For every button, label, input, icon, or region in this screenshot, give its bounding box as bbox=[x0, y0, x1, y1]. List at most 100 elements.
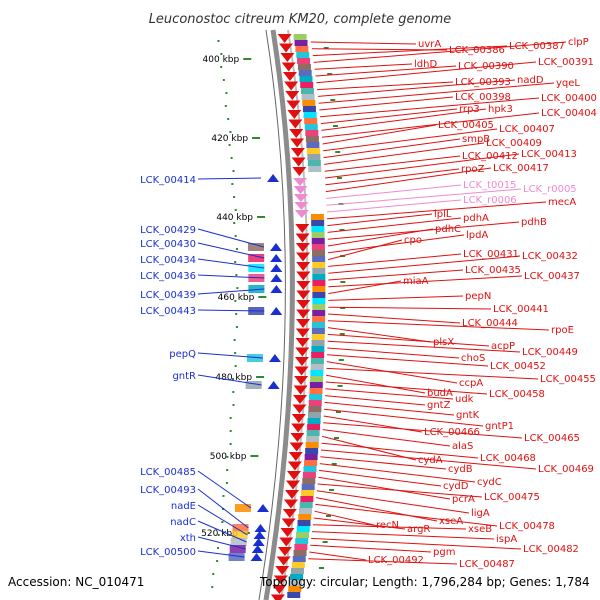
reverse-gene-label: LCK_00441 bbox=[493, 304, 549, 315]
function-color-strip bbox=[302, 478, 316, 484]
reverse-gene-label: rpoE bbox=[551, 325, 574, 336]
reverse-gene-arrow bbox=[275, 566, 290, 575]
reverse-label-leader bbox=[326, 361, 458, 384]
function-color-strip bbox=[311, 232, 325, 238]
reverse-gene-arrow bbox=[290, 433, 305, 442]
minor-tick bbox=[235, 274, 238, 276]
reverse-label-leader bbox=[319, 96, 454, 111]
reverse-gene-arrow bbox=[287, 461, 302, 471]
function-color-strip bbox=[311, 244, 325, 250]
reverse-label-leader bbox=[315, 503, 498, 527]
reverse-gene-label: LCK_00465 bbox=[524, 433, 580, 444]
reverse-label-leader bbox=[326, 199, 462, 213]
minor-tick bbox=[235, 313, 238, 315]
reverse-gene-arrow bbox=[289, 442, 304, 452]
function-color-strip bbox=[303, 112, 317, 118]
forward-label-leader bbox=[197, 242, 265, 259]
forward-gene-label: LCK_00429 bbox=[140, 225, 196, 236]
reverse-gene-arrow bbox=[287, 471, 302, 480]
reverse-gene-label: LCK_00475 bbox=[484, 492, 540, 503]
function-color-strip bbox=[310, 214, 324, 220]
reverse-gene-arrow bbox=[296, 319, 311, 328]
label-leader-lines bbox=[197, 41, 567, 565]
reverse-gene-arrow bbox=[294, 376, 309, 385]
reverse-label-leader bbox=[323, 138, 461, 159]
function-color-strip bbox=[295, 532, 309, 538]
reverse-gene-label: pdhB bbox=[521, 217, 547, 228]
minor-tick bbox=[234, 235, 237, 237]
function-color-strip bbox=[305, 442, 319, 448]
reverse-gene-arrow bbox=[283, 499, 298, 509]
reverse-gene-label: smpB bbox=[462, 134, 490, 145]
forward-gene-label: LCK_00493 bbox=[140, 485, 196, 496]
reverse-gene-arrow bbox=[296, 262, 311, 271]
function-color-strip bbox=[308, 406, 322, 412]
function-color-strip bbox=[307, 160, 321, 166]
reverse-gene-label: LCK_00492 bbox=[368, 555, 424, 566]
reverse-gene-label: clpP bbox=[568, 37, 589, 48]
forward-function-strip bbox=[247, 243, 264, 251]
minor-tick bbox=[234, 261, 237, 263]
reverse-gene-arrow bbox=[282, 509, 297, 518]
reverse-gene-arrow bbox=[291, 423, 306, 433]
reverse-gene-arrow bbox=[296, 300, 311, 309]
function-color-strip bbox=[307, 424, 321, 430]
reverse-gene-arrow bbox=[272, 585, 287, 594]
function-color-strip bbox=[306, 142, 320, 148]
function-color-strip bbox=[298, 508, 312, 514]
reverse-gene-label: cydA bbox=[418, 455, 443, 466]
reverse-label-leader bbox=[328, 280, 402, 295]
minor-tick bbox=[212, 573, 215, 575]
reverse-gene-label: pcrA bbox=[452, 494, 475, 505]
forward-function-strip bbox=[234, 504, 251, 512]
function-color-strip bbox=[300, 82, 314, 88]
reverse-label-leader bbox=[320, 108, 458, 125]
reverse-gene-label: LCK_00412 bbox=[462, 151, 518, 162]
reverse-label-leader bbox=[316, 497, 438, 522]
reverse-label-leader bbox=[314, 63, 413, 70]
reverse-gene-label: ispA bbox=[496, 534, 517, 545]
reverse-gene-label: mecA bbox=[548, 197, 576, 208]
reverse-gene-arrow bbox=[296, 290, 311, 300]
reverse-label-leader bbox=[322, 124, 437, 145]
reverse-gene-arrow bbox=[292, 167, 307, 176]
forward-gene-arrow bbox=[268, 354, 281, 362]
reverse-label-leader bbox=[328, 275, 523, 288]
function-color-strip bbox=[310, 376, 324, 382]
reverse-gene-label: LCK_00482 bbox=[523, 544, 579, 555]
forward-gene-arrow bbox=[270, 285, 283, 293]
reverse-gene-label: lplL bbox=[434, 209, 452, 220]
reverse-gene-label: LCK_00487 bbox=[459, 559, 515, 570]
function-color-strip bbox=[312, 262, 326, 268]
reverse-gene-label: gntK bbox=[456, 410, 480, 421]
reverse-label-leader bbox=[327, 327, 432, 343]
function-color-strip bbox=[312, 322, 326, 328]
forward-label-leader bbox=[197, 288, 265, 295]
reverse-label-leader bbox=[323, 128, 498, 152]
function-color-strip bbox=[307, 418, 321, 424]
reverse-label-leader bbox=[324, 395, 426, 406]
function-color-strip bbox=[309, 382, 323, 388]
function-color-strip bbox=[301, 490, 315, 496]
minor-tick bbox=[233, 196, 236, 198]
reverse-gene-arrow bbox=[288, 452, 303, 461]
minor-tick bbox=[228, 144, 231, 146]
forward-gene-arrow bbox=[250, 553, 263, 561]
forward-gene-arrow bbox=[256, 504, 269, 512]
function-color-strip bbox=[295, 46, 309, 52]
reverse-label-leader bbox=[328, 253, 462, 267]
forward-gene-arrow bbox=[251, 545, 264, 553]
reverse-gene-arrow bbox=[295, 328, 310, 338]
forward-gene-label: xth bbox=[180, 533, 196, 544]
function-color-strip bbox=[309, 388, 323, 394]
forward-label-leader bbox=[197, 352, 263, 359]
minor-tick bbox=[229, 131, 232, 133]
reverse-gene-label: cpo bbox=[404, 235, 422, 246]
minor-tick bbox=[229, 417, 232, 419]
reverse-gene-label: LCK_00393 bbox=[455, 77, 511, 88]
rna-gene-arrow bbox=[293, 194, 308, 202]
minor-tick bbox=[224, 105, 227, 107]
reverse-label-leader bbox=[328, 313, 461, 324]
